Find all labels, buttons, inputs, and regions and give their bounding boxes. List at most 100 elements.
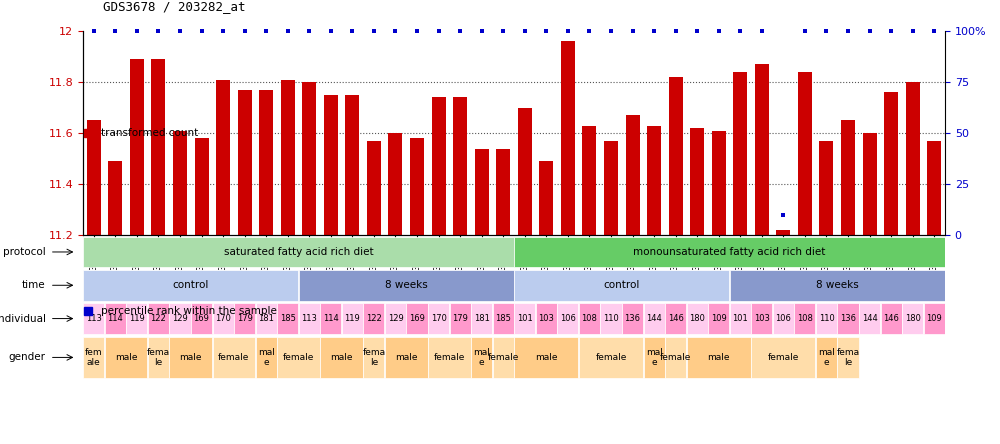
Text: control: control <box>173 280 209 290</box>
Text: 146: 146 <box>883 314 899 323</box>
Bar <box>126 303 147 334</box>
Bar <box>471 337 492 378</box>
Bar <box>83 237 514 267</box>
Bar <box>514 237 945 267</box>
Text: mal
e: mal e <box>646 348 663 367</box>
Bar <box>345 95 359 235</box>
Bar <box>148 337 169 378</box>
Text: 180: 180 <box>905 314 921 323</box>
Bar <box>539 161 553 235</box>
Bar <box>151 59 165 235</box>
Text: 144: 144 <box>862 314 877 323</box>
Text: male: male <box>180 353 202 362</box>
Bar <box>191 303 212 334</box>
Text: 181: 181 <box>258 314 274 323</box>
Bar <box>428 337 471 378</box>
Text: 180: 180 <box>689 314 705 323</box>
Bar <box>536 303 557 334</box>
Bar <box>730 303 751 334</box>
Bar <box>213 337 255 378</box>
Bar <box>216 79 230 235</box>
Bar <box>475 149 489 235</box>
Bar <box>173 131 187 235</box>
Text: 108: 108 <box>797 314 813 323</box>
Bar <box>385 337 428 378</box>
Bar <box>299 270 514 301</box>
Text: 181: 181 <box>474 314 490 323</box>
Bar <box>841 120 855 235</box>
Text: 170: 170 <box>215 314 231 323</box>
Text: 109: 109 <box>711 314 727 323</box>
Text: female: female <box>218 353 250 362</box>
Bar <box>837 337 859 378</box>
Bar <box>819 141 833 235</box>
Text: 122: 122 <box>151 314 166 323</box>
Text: gender: gender <box>9 353 46 362</box>
Text: female: female <box>595 353 627 362</box>
Bar <box>622 303 643 334</box>
Text: 103: 103 <box>754 314 770 323</box>
Bar <box>881 303 902 334</box>
Bar <box>169 337 212 378</box>
Bar <box>884 92 898 235</box>
Text: 114: 114 <box>323 314 339 323</box>
Bar <box>83 337 104 378</box>
Text: fem
ale: fem ale <box>85 348 103 367</box>
Bar <box>665 303 686 334</box>
Bar <box>755 64 769 235</box>
Text: mal
e: mal e <box>258 348 275 367</box>
Bar <box>816 303 837 334</box>
Text: fema
le: fema le <box>836 348 860 367</box>
Text: 113: 113 <box>86 314 102 323</box>
Bar <box>259 90 273 235</box>
Text: 113: 113 <box>301 314 317 323</box>
Bar <box>665 337 686 378</box>
Bar <box>108 161 122 235</box>
Bar <box>644 303 665 334</box>
Text: 129: 129 <box>172 314 188 323</box>
Bar <box>751 303 772 334</box>
Bar <box>859 303 880 334</box>
Bar <box>557 303 578 334</box>
Text: fema
le: fema le <box>362 348 385 367</box>
Text: 119: 119 <box>129 314 145 323</box>
Bar <box>277 303 298 334</box>
Text: female: female <box>488 353 519 362</box>
Text: female: female <box>283 353 314 362</box>
Text: percentile rank within the sample: percentile rank within the sample <box>101 306 277 316</box>
Text: 146: 146 <box>668 314 684 323</box>
Bar <box>324 95 338 235</box>
Bar <box>256 303 277 334</box>
Bar <box>644 337 665 378</box>
Text: saturated fatty acid rich diet: saturated fatty acid rich diet <box>224 247 373 257</box>
Text: 144: 144 <box>646 314 662 323</box>
Bar <box>342 303 363 334</box>
Bar <box>256 337 277 378</box>
Bar <box>453 98 467 235</box>
Text: female: female <box>768 353 799 362</box>
Text: monounsaturated fatty acid rich diet: monounsaturated fatty acid rich diet <box>633 247 826 257</box>
Bar <box>277 337 320 378</box>
Bar <box>496 149 510 235</box>
Bar <box>924 303 945 334</box>
Bar <box>238 90 252 235</box>
Bar <box>281 79 295 235</box>
Bar <box>730 270 945 301</box>
Text: time: time <box>22 280 46 290</box>
Bar <box>751 337 815 378</box>
Bar <box>148 303 169 334</box>
Bar <box>773 303 794 334</box>
Bar <box>600 303 622 334</box>
Bar <box>87 120 101 235</box>
Text: male: male <box>395 353 418 362</box>
Bar <box>647 126 661 235</box>
Bar <box>169 303 191 334</box>
Text: 110: 110 <box>603 314 619 323</box>
Text: 179: 179 <box>452 314 468 323</box>
Bar <box>687 303 708 334</box>
Text: individual: individual <box>0 313 46 324</box>
Text: mal
e: mal e <box>473 348 490 367</box>
Bar <box>798 72 812 235</box>
Text: 106: 106 <box>560 314 576 323</box>
Text: 185: 185 <box>495 314 511 323</box>
